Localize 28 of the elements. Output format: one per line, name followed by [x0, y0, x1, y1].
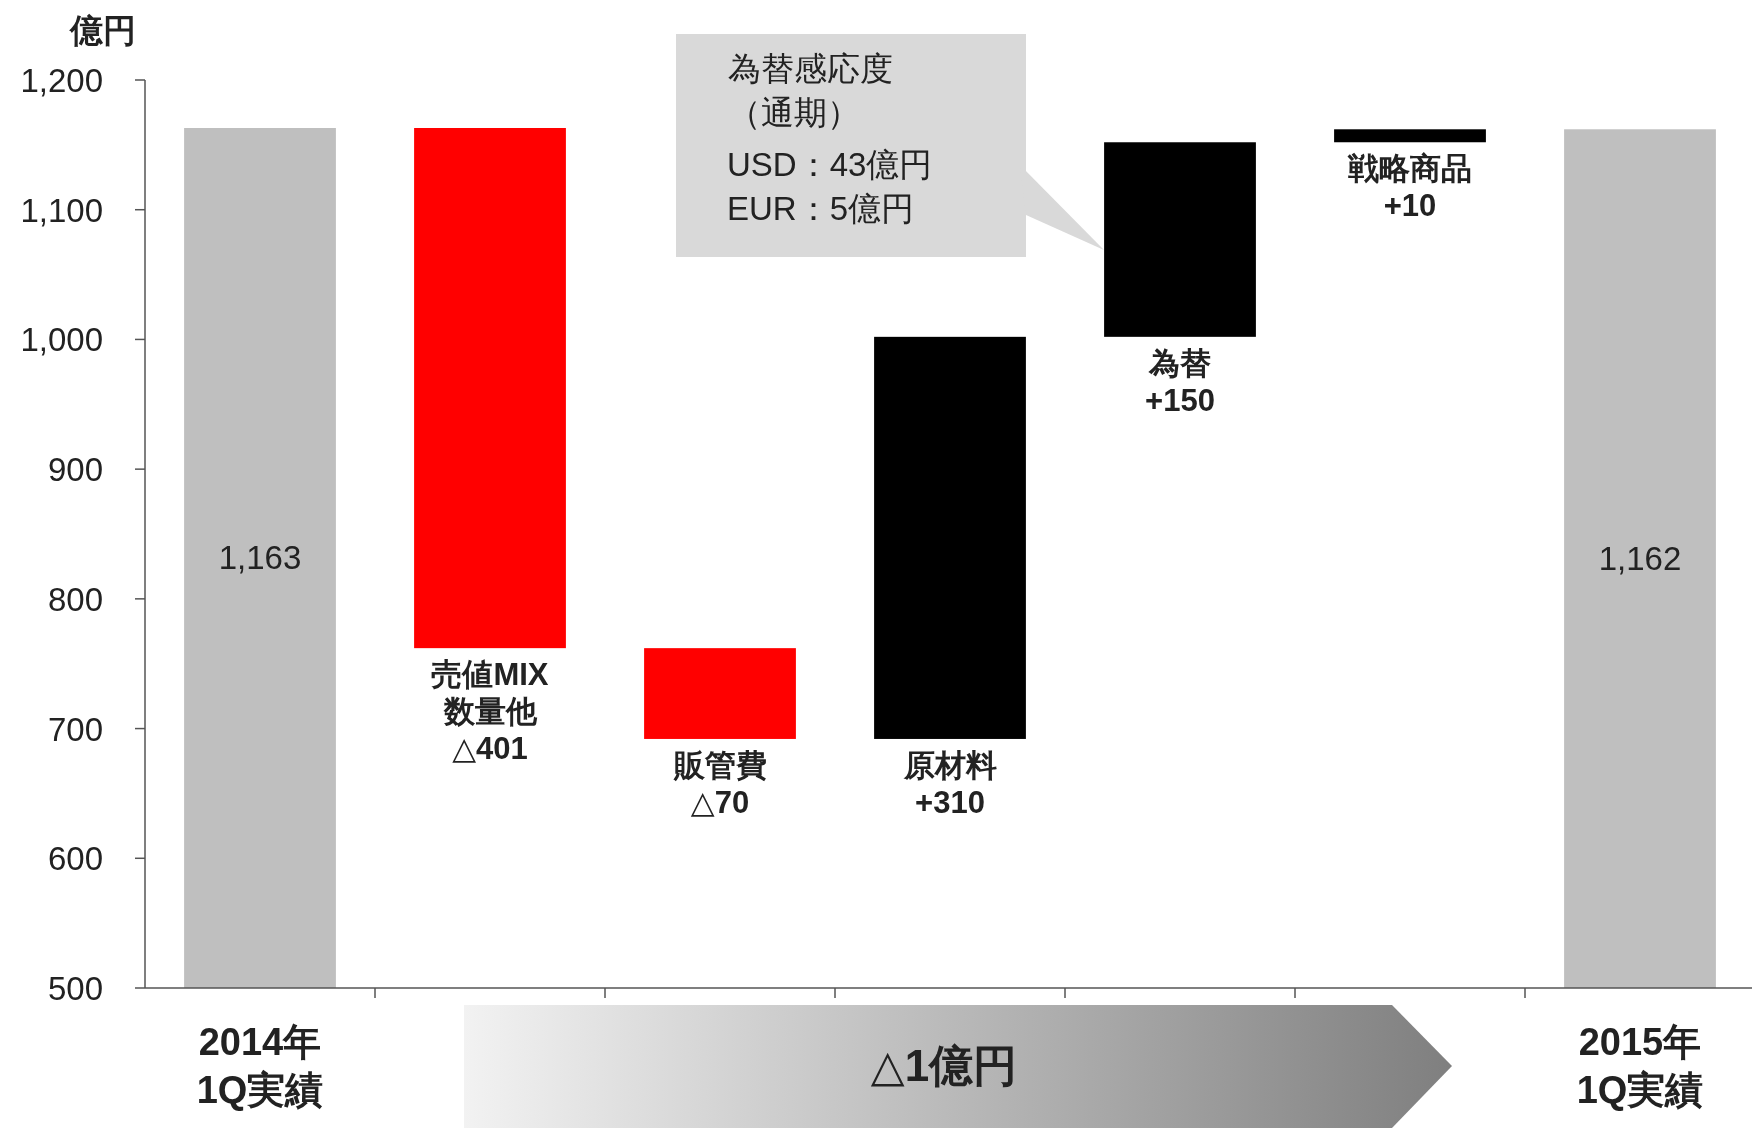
y-tick-label: 800: [47, 580, 103, 618]
x-tick-label: 販管費: [672, 747, 767, 783]
annotation: USD：43億円: [727, 146, 933, 183]
y-tick-label: 1,100: [20, 191, 103, 229]
data-label: 1,163: [218, 539, 302, 576]
data-label: △70: [690, 784, 750, 820]
y-tick-label: 500: [47, 970, 103, 1007]
x-tick-label: 原材料: [902, 747, 997, 783]
x-tick-label: 戦略商品: [1347, 151, 1472, 187]
y-axis-title: 億円: [69, 12, 136, 49]
annotation: 為替感応度: [728, 50, 893, 87]
data-label: +310: [915, 784, 985, 820]
x-tick-label: 売値MIX 数量他: [431, 657, 549, 730]
y-tick-label: 1,000: [20, 321, 103, 359]
y-tick-label: 1,200: [20, 62, 103, 99]
y-tick-label: 600: [47, 840, 103, 878]
y-tick-label: 700: [47, 710, 103, 748]
data-label: 1,162: [1598, 539, 1682, 577]
annotation: EUR：5億円: [727, 190, 915, 227]
data-label: +150: [1145, 382, 1215, 418]
annotation: （通期）: [728, 94, 860, 131]
y-tick-label: 900: [47, 451, 103, 489]
x-tick-label: 2014年 1Q実績: [196, 1021, 324, 1111]
x-tick-label: 2015年 1Q実績: [1576, 1021, 1704, 1111]
data-label: △401: [452, 731, 528, 767]
text: △1億円: [870, 1041, 1018, 1090]
x-tick-label: 為替: [1148, 345, 1211, 381]
data-label: +10: [1383, 188, 1437, 224]
